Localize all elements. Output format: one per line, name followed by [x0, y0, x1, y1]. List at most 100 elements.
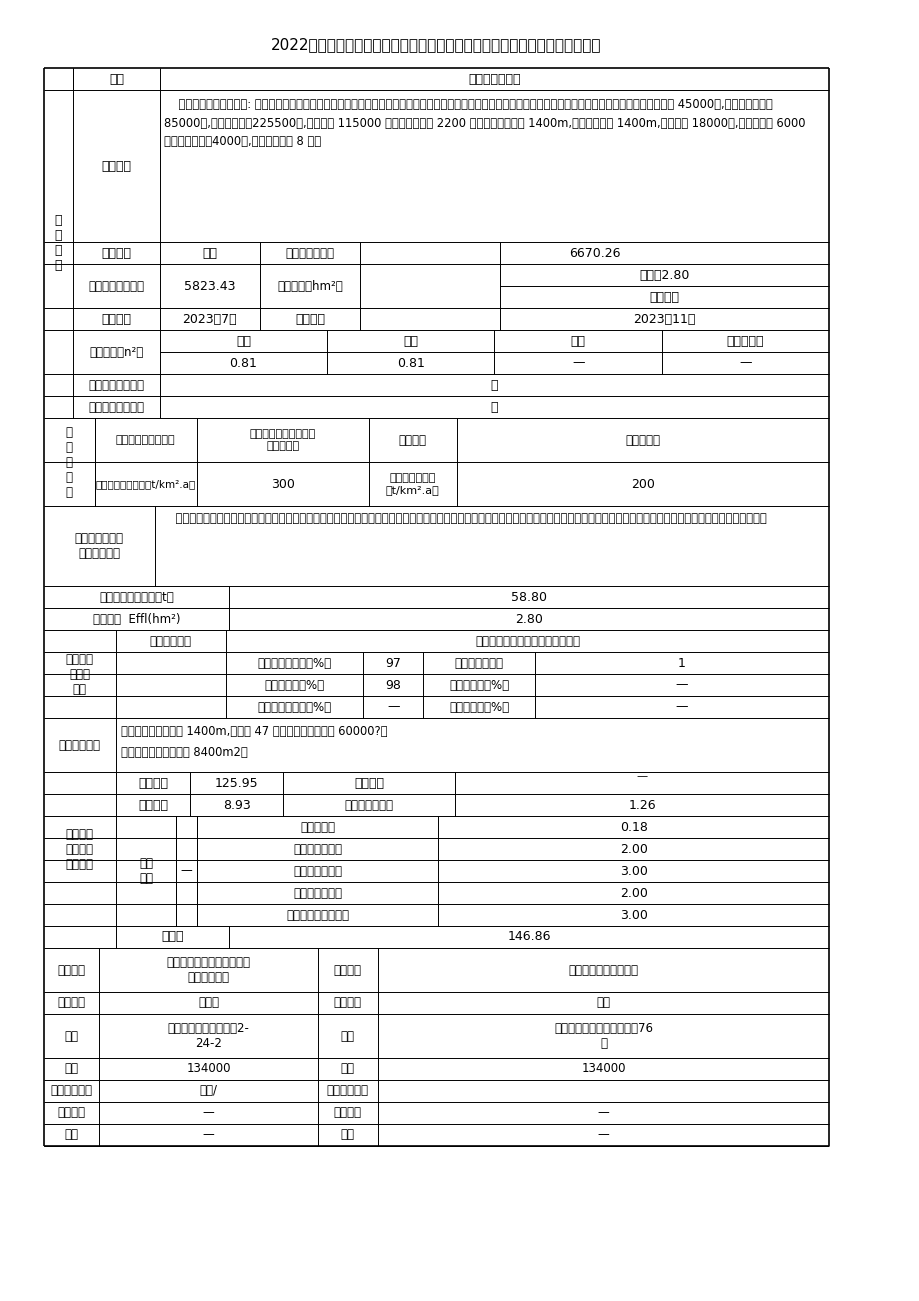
Text: 地貌类型: 地貌类型: [398, 433, 426, 446]
Text: 1.26: 1.26: [628, 799, 655, 812]
Text: 永久：2.80: 永久：2.80: [639, 268, 689, 281]
Text: 水土流失治理度（%）: 水土流失治理度（%）: [257, 657, 331, 670]
Text: 完工时间: 完工时间: [295, 312, 324, 325]
Text: 97: 97: [385, 657, 401, 670]
Text: 总投资（万元）: 总投资（万元）: [285, 246, 335, 259]
Text: 水土保持补偿费: 水土保持补偿费: [345, 799, 393, 812]
Text: 水土保持设施验收费: 水土保持设施验收费: [286, 908, 348, 921]
Text: 建设性质: 建设性质: [101, 246, 131, 259]
Text: 通化市二道江区: 通化市二道江区: [468, 73, 520, 86]
Text: 通化市新环能水土保持技术
咨询有限公司: 通化市新环能水土保持技术 咨询有限公司: [166, 956, 250, 984]
Text: 孙政: 孙政: [596, 997, 610, 1010]
Text: 146.86: 146.86: [507, 930, 550, 943]
Text: 挖方: 挖方: [235, 334, 251, 347]
Text: —: —: [180, 864, 192, 877]
Text: 土石方（万n²）: 土石方（万n²）: [89, 346, 143, 359]
Text: 125.95: 125.95: [215, 777, 258, 790]
Text: 动工时间: 动工时间: [101, 312, 131, 325]
Text: 2023年7月: 2023年7月: [182, 312, 237, 325]
Text: 电子信箱: 电子信箱: [58, 1106, 85, 1119]
Text: 134000: 134000: [186, 1063, 231, 1076]
Text: 法人代表: 法人代表: [334, 997, 361, 1010]
Text: 6670.26: 6670.26: [569, 246, 619, 259]
Text: 通化市二道江区东通化大街76
号: 通化市二道江区东通化大街76 号: [553, 1023, 652, 1050]
Text: 项
目
区
概
况: 项 目 区 概 况: [65, 425, 73, 498]
Text: —: —: [675, 679, 687, 692]
Text: 8.93: 8.93: [222, 799, 250, 812]
Text: 无: 无: [490, 379, 498, 392]
Text: —: —: [739, 356, 751, 369]
Text: 独立
费用: 独立 费用: [139, 857, 153, 885]
Text: 目
况
项
概: 目 况 项 概: [55, 213, 62, 272]
Text: —: —: [202, 1128, 214, 1141]
Text: 防治标准
等级及
目标: 防治标准 等级及 目标: [66, 653, 94, 696]
Text: 联系人及电话: 联系人及电话: [51, 1085, 93, 1098]
Text: —: —: [597, 1128, 608, 1141]
Text: 总投资: 总投资: [162, 930, 184, 943]
Text: 建设管理费: 建设管理费: [300, 821, 335, 834]
Text: 临时：一: 临时：一: [649, 290, 679, 303]
Text: —: —: [675, 700, 687, 713]
Text: 占地面积（hm²）: 占地面积（hm²）: [277, 280, 343, 293]
Text: 2.00: 2.00: [619, 886, 647, 899]
Text: 建设单位: 建设单位: [334, 964, 361, 977]
Text: 邮编: 邮编: [340, 1063, 355, 1076]
Text: 传真: 传真: [340, 1128, 355, 1141]
Text: 98: 98: [385, 679, 401, 692]
Text: 填方: 填方: [403, 334, 418, 347]
Text: 编制单位: 编制单位: [58, 964, 85, 977]
Text: 0.81: 0.81: [229, 356, 257, 369]
Text: 防治等级标准: 防治等级标准: [150, 635, 192, 648]
Text: 工程措施: 工程措施: [138, 777, 168, 790]
Text: 通化黎源投资有限公司: 通化黎源投资有限公司: [568, 964, 638, 977]
Text: 3.00: 3.00: [619, 908, 647, 921]
Text: 建设内容: 建设内容: [101, 160, 131, 173]
Text: 工程措施：雨水管线 1400m,雨水口 47 个，停车位透水方砖 60000?。
临时措施：密目网苫盖 8400m2。: 工程措施：雨水管线 1400m,雨水口 47 个，停车位透水方砖 60000?。…: [120, 725, 387, 758]
Text: 300: 300: [270, 477, 294, 490]
Text: 法人代表: 法人代表: [58, 997, 85, 1010]
Text: 容许土壤流失量
（t/km².a）: 容许土壤流失量 （t/km².a）: [385, 474, 439, 494]
Text: 位置: 位置: [109, 73, 124, 86]
Text: 科研勘测设计费: 科研勘测设计费: [293, 864, 342, 877]
Text: 王玉杰: 王玉杰: [198, 997, 219, 1010]
Text: 联系人及电话: 联系人及电话: [326, 1085, 369, 1098]
Text: 植物措施: 植物措施: [354, 777, 384, 790]
Text: 地址: 地址: [64, 1029, 78, 1042]
Text: 余（弃）方: 余（弃）方: [726, 334, 764, 347]
Text: 渣土防护率（%）: 渣土防护率（%）: [264, 679, 324, 692]
Text: —: —: [597, 1106, 608, 1119]
Text: 3.00: 3.00: [619, 864, 647, 877]
Text: 58.80: 58.80: [511, 591, 547, 604]
Text: 2.80: 2.80: [515, 613, 542, 626]
Text: —: —: [572, 356, 584, 369]
Text: 土建投资（万元）: 土建投资（万元）: [88, 280, 144, 293]
Text: 1: 1: [677, 657, 686, 670]
Text: 水土保持监测费: 水土保持监测费: [293, 886, 342, 899]
Text: 弃土（石、砂）场: 弃土（石、砂）场: [88, 401, 144, 414]
Text: 预测水土流失总量（t）: 预测水土流失总量（t）: [99, 591, 174, 604]
Text: 林草覆盖率（%）: 林草覆盖率（%）: [448, 700, 509, 713]
Text: 水土保持
投资概算
（万元）: 水土保持 投资概算 （万元）: [66, 827, 94, 870]
Text: 涉及重点防治区情况: 涉及重点防治区情况: [116, 435, 176, 445]
Text: 本项目主要建设内容为: 建筑内部楼梯间改造、建筑外立面修缮、更换屋面防水、排水管线改造、道路改造、消防系统改造等工程。具体内容如下：粉刷楼梯间顶棚 45000㎡: 本项目主要建设内容为: 建筑内部楼梯间改造、建筑外立面修缮、更换屋面防水、排水管…: [165, 98, 805, 148]
Text: 0.81: 0.81: [396, 356, 425, 369]
Text: 0.18: 0.18: [619, 821, 647, 834]
Text: 电子信箱: 电子信箱: [334, 1106, 361, 1119]
Text: 东北黑土区水土流失防治一级标准: 东北黑土区水土流失防治一级标准: [474, 635, 579, 648]
Text: —: —: [202, 1106, 214, 1119]
Text: 2023年11月: 2023年11月: [632, 312, 695, 325]
Text: 本项工程整体布局合理，项目区属于长白山国家级水土流失重点预防区，方案已按照要求执行一级标准。工程施工优化了施工工艺，减少地表扰动和植被破坏范围，有效控制可能造成: 本项工程整体布局合理，项目区属于长白山国家级水土流失重点预防区，方案已按照要求执…: [161, 513, 766, 526]
Text: 东北黑土区: 东北黑土区: [625, 433, 660, 446]
Text: 2022年通化市二道江区城市及小区基础设施改造提升工程水土保持方案报告表: 2022年通化市二道江区城市及小区基础设施改造提升工程水土保持方案报告表: [271, 38, 601, 52]
Text: 表土保护率（%）: 表土保护率（%）: [448, 679, 509, 692]
Text: 水土保持措施: 水土保持措施: [59, 739, 101, 752]
Text: 200: 200: [630, 477, 654, 490]
Text: 临时措施: 临时措施: [138, 799, 168, 812]
Text: 邮编: 邮编: [64, 1063, 78, 1076]
Text: 传真: 传真: [64, 1128, 78, 1141]
Text: —: —: [387, 700, 399, 713]
Text: 长白山国家级水土流失
重点预防区: 长白山国家级水土流失 重点预防区: [249, 429, 315, 451]
Text: 项目选址（线）
水土保持评价: 项目选址（线） 水土保持评价: [74, 532, 124, 559]
Text: 无: 无: [490, 401, 498, 414]
Text: 取土（石、砂）场: 取土（石、砂）场: [88, 379, 144, 392]
